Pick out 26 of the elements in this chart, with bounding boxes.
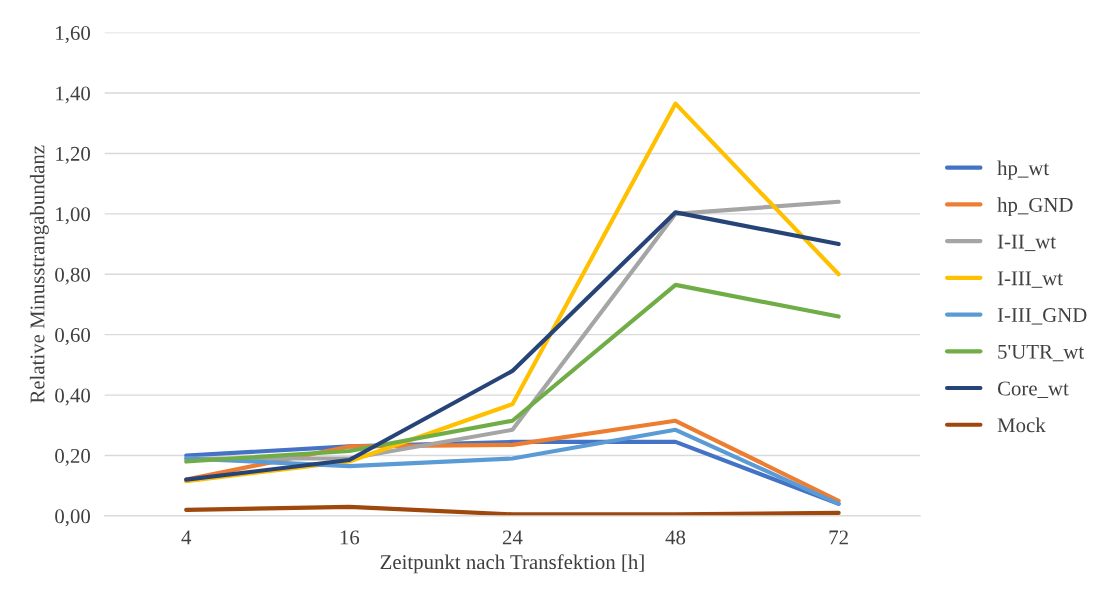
legend-label: I-III_GND — [997, 308, 1087, 325]
y-tick-label: 0,40 — [55, 388, 91, 406]
y-tick-label: 0,80 — [55, 267, 91, 285]
y-tick-label: 1,00 — [56, 207, 91, 225]
x-tick-label: 48 — [665, 530, 686, 545]
y-tick-label: 0,60 — [55, 328, 91, 346]
y-tick-label: 1,20 — [56, 146, 91, 164]
line-series — [184, 504, 841, 516]
legend-label: hp_GND — [997, 197, 1073, 217]
legend-label: Core_wt — [997, 381, 1069, 399]
x-tick-label: 4 — [181, 530, 192, 545]
x-tick-label: 72 — [829, 530, 848, 545]
y-tick-label: 1,60 — [56, 25, 91, 44]
y-tick-label: 1,40 — [56, 86, 91, 104]
legend-label: Mock — [997, 417, 1046, 433]
legend-label: I-III_wt — [997, 271, 1063, 288]
x-tick-label: 24 — [502, 530, 523, 545]
x-axis-title: Zeitpunkt nach Transfektion [h] — [380, 554, 644, 574]
x-tick-label: 16 — [340, 530, 360, 545]
y-axis-title: Relative Minusstrangabundanz — [29, 145, 49, 403]
y-tick-label: 0,00 — [55, 509, 91, 527]
line-series — [184, 282, 841, 464]
legend-label: 5'UTR_wt — [998, 344, 1085, 362]
legend-label: I-II_wt — [997, 234, 1056, 252]
legend-label: hp_wt — [997, 160, 1050, 180]
y-tick-label: 0,20 — [55, 448, 91, 466]
